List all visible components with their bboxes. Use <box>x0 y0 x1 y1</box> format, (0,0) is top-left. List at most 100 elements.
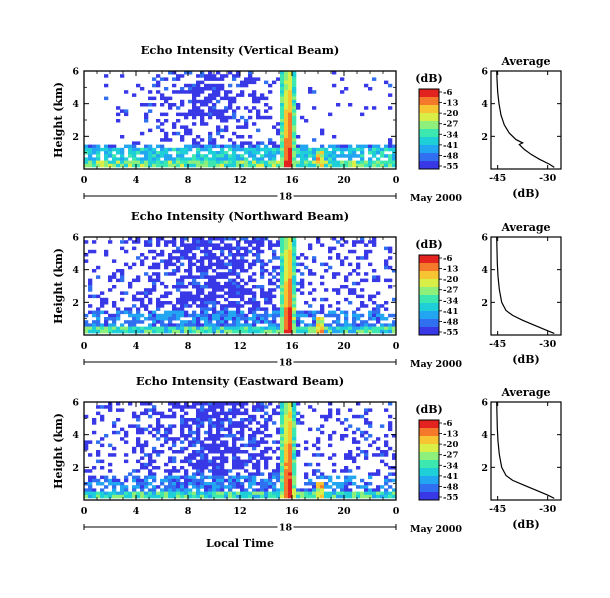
heatmap-cell <box>344 285 349 289</box>
heatmap-cell <box>156 157 161 161</box>
heatmap-cell <box>292 472 297 476</box>
heatmap-cell <box>332 151 337 155</box>
heatmap-cell <box>220 135 225 139</box>
heatmap-cell <box>284 443 289 448</box>
heatmap-cell <box>364 83 369 88</box>
heatmap-cell <box>192 262 197 267</box>
heatmap-cell <box>316 437 321 441</box>
heatmap-cell <box>104 163 109 168</box>
heatmap-cell <box>352 475 357 480</box>
heatmap-cell <box>120 437 125 441</box>
heatmap-cell <box>212 74 217 78</box>
heatmap-cell <box>212 87 217 91</box>
heatmap-cell <box>176 313 181 318</box>
heatmap-cell <box>192 253 197 257</box>
heatmap-cell <box>184 144 189 149</box>
heatmap-cell <box>108 453 113 457</box>
colorbar-segment <box>419 442 439 445</box>
heatmap-cell <box>164 131 169 136</box>
heatmap-cell <box>188 430 193 435</box>
heatmap-cell <box>284 77 289 81</box>
heatmap-cell <box>300 160 305 165</box>
heatmap-cell <box>228 446 233 451</box>
heatmap-cells <box>84 402 397 499</box>
heatmap-cell <box>204 402 209 406</box>
heatmap-cell <box>172 424 177 428</box>
heatmap-cell <box>256 128 261 133</box>
heatmap-cell <box>284 115 289 120</box>
heatmap-cell <box>292 488 297 492</box>
heatmap-cell <box>180 163 185 168</box>
heatmap-cell <box>236 310 241 315</box>
heatmap-cell <box>132 414 137 419</box>
heatmap-cell <box>160 147 165 152</box>
heatmap-cell <box>180 281 185 286</box>
heatmap-cell <box>292 253 297 257</box>
colorbar-segment <box>419 424 439 427</box>
heatmap-cell <box>372 243 377 247</box>
heatmap-cell <box>360 237 365 241</box>
heatmap-cell <box>100 459 105 464</box>
heatmap-cell <box>212 275 217 279</box>
heatmap-cell <box>164 430 169 435</box>
colorbar-segment <box>419 261 439 264</box>
heatmap-cell <box>292 106 297 110</box>
heatmap-cell <box>292 272 297 276</box>
heatmap-cell <box>124 478 129 483</box>
heatmap-cell <box>260 249 265 254</box>
heatmap-cell <box>360 278 365 283</box>
heatmap-cell <box>160 478 165 483</box>
heatmap-cell <box>316 482 321 486</box>
heatmap-cell <box>288 281 293 286</box>
heatmap-cell <box>308 478 313 483</box>
heatmap-cell <box>120 272 125 276</box>
heatmap-cell <box>96 491 101 496</box>
heatmap-cell <box>240 437 245 441</box>
heatmap-cell <box>312 154 317 158</box>
heatmap-cell <box>140 450 145 454</box>
colorbar-segment <box>419 460 439 463</box>
heatmap-cell <box>196 74 201 78</box>
heatmap-cell <box>192 472 197 476</box>
heatmap-cell <box>240 313 245 318</box>
heatmap-cell <box>308 462 313 467</box>
heatmap-cell <box>212 440 217 444</box>
heatmap-cell <box>112 320 117 324</box>
heatmap-cell <box>292 323 297 327</box>
heatmap-cell <box>248 443 253 448</box>
heatmap-cell <box>244 151 249 155</box>
colorbar-segment <box>419 474 439 477</box>
heatmap-cell <box>300 320 305 324</box>
heatmap-cell <box>332 160 337 165</box>
heatmap-cell <box>136 278 141 283</box>
heatmap-cell <box>376 160 381 165</box>
heatmap-cell <box>284 265 289 270</box>
heatmap-cell <box>132 304 137 308</box>
heatmap-cell <box>260 313 265 318</box>
heatmap-cell <box>300 278 305 283</box>
heatmap-cell <box>236 459 241 464</box>
heatmap-cell <box>184 297 189 302</box>
heatmap-cell <box>216 418 221 422</box>
heatmap-cell <box>184 256 189 260</box>
heatmap-cell <box>324 288 329 292</box>
heatmap-cell <box>284 163 289 168</box>
heatmap-cell <box>136 475 141 480</box>
heatmap-cell <box>280 93 285 97</box>
colorbar-tick-label: -20 <box>443 440 458 450</box>
heatmap-cell <box>136 317 141 321</box>
heatmap-cell <box>184 131 189 136</box>
heatmap-cell <box>280 424 285 428</box>
heatmap-cell <box>260 154 265 158</box>
heatmap-cell <box>136 160 141 165</box>
heatmap-cell <box>352 329 357 334</box>
heatmap-cell <box>336 329 341 334</box>
heatmap-cell <box>164 119 169 123</box>
x-tick-label: 16 <box>285 175 299 186</box>
heatmap-cell <box>192 278 197 283</box>
heatmap-cell <box>232 440 237 444</box>
heatmap-cell <box>192 301 197 305</box>
heatmap-cell <box>124 329 129 334</box>
heatmap-cell <box>216 87 221 91</box>
